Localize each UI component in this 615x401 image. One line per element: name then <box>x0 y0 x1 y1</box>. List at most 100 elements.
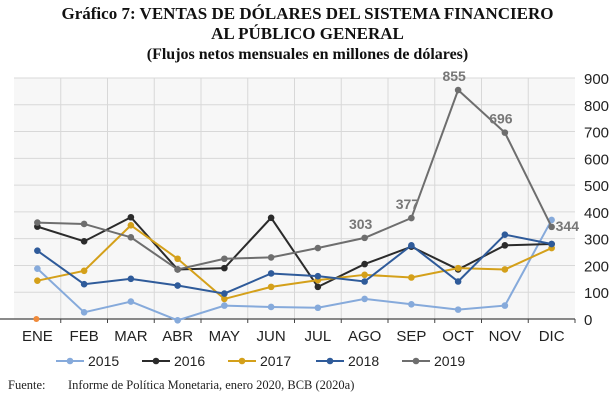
data-point-2019 <box>127 234 135 241</box>
series-line-2015 <box>36 219 553 322</box>
data-point-2018 <box>221 290 228 297</box>
data-point-2017 <box>361 271 368 279</box>
legend-marker-2017 <box>238 357 246 365</box>
data-point-2018 <box>361 278 368 285</box>
data-point-2015 <box>34 265 41 272</box>
data-point-2019 <box>501 129 509 136</box>
data-point-2019 <box>454 86 462 94</box>
y-tick-label: 300 <box>584 232 609 249</box>
data-label: 344 <box>556 218 580 234</box>
data-point-2017 <box>221 295 228 303</box>
y-tick-label: 900 <box>584 71 609 88</box>
data-point-2015 <box>314 304 322 312</box>
data-point-2018 <box>314 272 322 280</box>
data-point-2019 <box>361 234 368 242</box>
x-tick-label: AGO <box>348 328 381 345</box>
data-point-2016 <box>361 260 368 268</box>
chart-title-line-2: AL PÚBLICO GENERAL <box>211 24 404 43</box>
chart-title-line-1: Gráfico 7: VENTAS DE DÓLARES DEL SISTEMA… <box>61 4 554 23</box>
data-point-2017 <box>127 221 135 229</box>
series-line-2017 <box>37 223 553 301</box>
x-tick-label: ABR <box>162 328 193 345</box>
legend-label: 2017 <box>260 353 291 369</box>
data-point-2019 <box>408 214 415 222</box>
y-tick-label: 700 <box>584 125 609 142</box>
y-tick-label: 400 <box>584 205 609 222</box>
x-tick-label: NOV <box>489 328 522 345</box>
data-point-2019 <box>34 219 41 226</box>
data-point-2019 <box>221 255 228 263</box>
y-tick-label: 500 <box>584 178 609 195</box>
x-tick-label: ENE <box>22 328 53 345</box>
data-point-2018 <box>548 240 555 248</box>
data-point-2016 <box>501 242 509 249</box>
series-line-2018 <box>36 233 552 295</box>
data-point-2015 <box>454 306 462 313</box>
legend-label: 2016 <box>174 353 205 369</box>
data-point-2019 <box>174 266 181 273</box>
data-point-2016 <box>314 283 322 291</box>
x-tick-label: MAR <box>114 328 148 345</box>
y-tick-label: 0 <box>584 312 592 329</box>
y-tick-label: 600 <box>584 151 609 168</box>
data-point-2015 <box>408 300 415 308</box>
data-point-2018 <box>267 270 275 277</box>
legend-marker-2018 <box>326 357 334 365</box>
data-point-2019 <box>267 254 275 261</box>
source-note: Fuente: Informe de Política Monetaria, en… <box>8 378 354 393</box>
source-text: Informe de Política Monetaria, enero 202… <box>68 378 355 392</box>
data-point-2015 <box>501 302 509 309</box>
data-point-2016 <box>221 264 228 272</box>
data-point-2017 <box>408 274 415 281</box>
data-point-2018 <box>34 247 41 255</box>
y-tick-label: 200 <box>584 258 609 275</box>
data-point-2018 <box>127 275 135 283</box>
data-point-2015 <box>174 317 181 324</box>
data-point-2017 <box>80 267 88 275</box>
data-point-2019 <box>80 220 88 228</box>
source-label: Fuente: <box>8 378 46 392</box>
data-point-2015 <box>127 298 135 305</box>
chart-subtitle: (Flujos netos mensuales en millones de d… <box>146 46 469 63</box>
x-tick-label: JUL <box>305 328 332 345</box>
legend-marker-2019 <box>412 357 420 365</box>
data-point-2017 <box>454 264 462 272</box>
x-tick-label: OCT <box>442 328 474 345</box>
y-tick-label: 800 <box>584 98 609 115</box>
data-point-2018 <box>501 231 509 238</box>
y-tick-label: 100 <box>584 285 609 302</box>
data-point-2016 <box>127 213 135 221</box>
data-label: 855 <box>442 68 466 84</box>
x-tick-label: DIC <box>539 328 565 345</box>
data-point-2017 <box>174 255 181 263</box>
x-tick-label: FEB <box>70 328 99 345</box>
data-label: 696 <box>489 111 513 127</box>
data-point-2017 <box>34 277 41 285</box>
legend-label: 2019 <box>434 353 465 369</box>
data-point-2018 <box>80 280 88 288</box>
x-tick-label: MAY <box>209 328 240 345</box>
data-point-2015 <box>221 302 228 309</box>
data-point-2017 <box>501 266 509 273</box>
data-point-2019 <box>548 223 555 231</box>
data-point-2017 <box>267 283 275 291</box>
data-point-2018 <box>174 282 181 289</box>
data-point-2015 <box>267 303 275 311</box>
stray-marker <box>33 316 40 322</box>
data-label: 377 <box>396 196 420 212</box>
data-point-2018 <box>454 278 462 285</box>
data-label: 303 <box>349 216 373 232</box>
data-point-2015 <box>361 295 368 303</box>
x-tick-label: SEP <box>396 328 426 345</box>
data-point-2016 <box>80 238 88 245</box>
legend-label: 2018 <box>348 353 379 369</box>
data-point-2016 <box>267 214 275 222</box>
legend-label: 2015 <box>88 353 119 369</box>
data-point-2015 <box>80 309 88 316</box>
legend-marker-2016 <box>152 357 160 365</box>
series-line-2019 <box>37 88 553 271</box>
legend-marker-2015 <box>66 357 74 365</box>
data-point-2019 <box>314 244 322 252</box>
data-point-2018 <box>408 242 415 249</box>
